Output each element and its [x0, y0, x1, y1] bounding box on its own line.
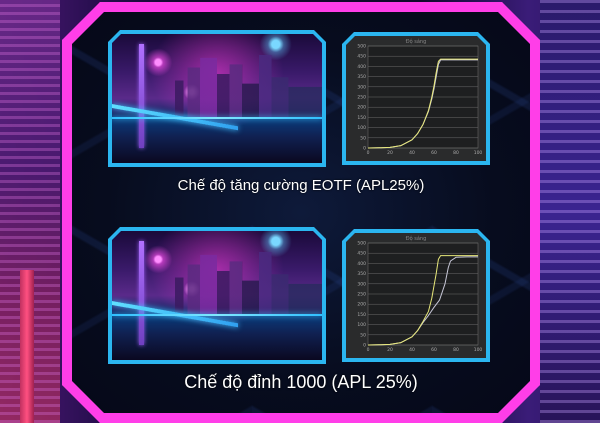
svg-text:20: 20	[387, 347, 393, 353]
svg-text:60: 60	[431, 347, 437, 353]
svg-text:0: 0	[363, 146, 366, 152]
background-left-pillar	[20, 270, 34, 423]
cyberpunk-city-image-bottom	[112, 231, 322, 360]
waterline	[112, 314, 322, 316]
chart-bottom: Độ sáng 0 50 100 150 200 250 300 350 400 450 500 0 2…	[346, 233, 486, 358]
svg-text:250: 250	[357, 292, 366, 298]
svg-text:40: 40	[409, 347, 415, 353]
chart-top: Độ sáng 0 50 100 150 200 250 300 350 400 450 500 0 2…	[346, 36, 486, 161]
caption-peak-1000: Chế độ đỉnh 1000 (APL 25%)	[184, 372, 418, 392]
svg-text:0: 0	[367, 347, 370, 353]
svg-text:350: 350	[357, 74, 366, 80]
chart-frame-bottom: Độ sáng 0 50 100 150 200 250 300 350 400 450 500 0 2…	[342, 229, 490, 362]
svg-text:500: 500	[357, 241, 366, 247]
svg-text:150: 150	[357, 312, 366, 318]
svg-text:450: 450	[357, 54, 366, 60]
chart-title: Độ sáng	[405, 236, 427, 242]
background-right-buildings	[540, 0, 600, 423]
svg-text:200: 200	[357, 302, 366, 308]
svg-text:50: 50	[360, 332, 366, 338]
svg-text:250: 250	[357, 95, 366, 101]
svg-text:20: 20	[387, 150, 393, 156]
svg-text:450: 450	[357, 251, 366, 257]
chart-frame-top: Độ sáng 0 50 100 150 200 250 300 350 400 450 500 0 2…	[342, 32, 490, 165]
svg-text:50: 50	[360, 135, 366, 141]
svg-text:80: 80	[453, 347, 459, 353]
svg-text:200: 200	[357, 105, 366, 111]
eotf-chart-top: 0 50 100 150 200 250 300 350 400 450 500 0 20 40 60 80 1…	[346, 36, 486, 161]
svg-text:400: 400	[357, 261, 366, 267]
svg-text:40: 40	[409, 150, 415, 156]
svg-text:300: 300	[357, 84, 366, 90]
bridge-tower	[139, 44, 144, 147]
photo-frame-bottom	[108, 227, 326, 364]
svg-text:0: 0	[367, 150, 370, 156]
chart-title: Độ sáng	[405, 39, 427, 45]
series-measured	[368, 59, 478, 148]
series-measured	[368, 256, 478, 345]
svg-text:100: 100	[474, 347, 483, 353]
cyberpunk-city-image-top	[112, 34, 322, 163]
svg-text:0: 0	[363, 343, 366, 349]
caption-eotf-boost: Chế độ tăng cường EOTF (APL25%)	[177, 177, 425, 194]
svg-text:100: 100	[474, 150, 483, 156]
bridge-tower	[139, 241, 144, 344]
svg-text:350: 350	[357, 271, 366, 277]
waterline	[112, 117, 322, 119]
svg-text:150: 150	[357, 115, 366, 121]
svg-text:300: 300	[357, 281, 366, 287]
svg-text:400: 400	[357, 64, 366, 70]
svg-text:60: 60	[431, 150, 437, 156]
svg-text:80: 80	[453, 150, 459, 156]
svg-text:100: 100	[357, 125, 366, 131]
eotf-chart-bottom: 0 50 100 150 200 250 300 350 400 450 500 0 20 40 60 80 1…	[346, 233, 486, 358]
svg-text:100: 100	[357, 322, 366, 328]
photo-frame-top	[108, 30, 326, 167]
svg-text:500: 500	[357, 44, 366, 50]
